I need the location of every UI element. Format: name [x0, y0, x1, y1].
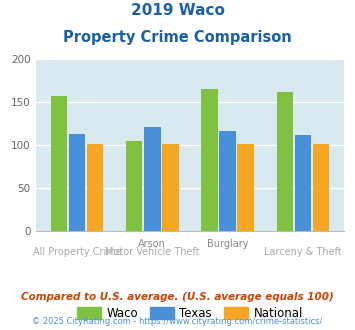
Bar: [69, 134, 85, 231]
Bar: [87, 144, 103, 231]
Text: Arson: Arson: [138, 239, 166, 249]
Bar: [162, 144, 179, 231]
Bar: [201, 89, 218, 231]
Bar: [295, 135, 311, 231]
Bar: [219, 131, 236, 231]
Bar: [50, 96, 67, 231]
Text: All Property Crime: All Property Crime: [33, 247, 121, 257]
Bar: [277, 92, 293, 231]
Bar: [313, 144, 329, 231]
Text: Motor Vehicle Theft: Motor Vehicle Theft: [105, 247, 200, 257]
Text: Larceny & Theft: Larceny & Theft: [264, 247, 342, 257]
Bar: [144, 127, 160, 231]
Text: Burglary: Burglary: [207, 239, 248, 249]
Text: 2019 Waco: 2019 Waco: [131, 3, 224, 18]
Text: Compared to U.S. average. (U.S. average equals 100): Compared to U.S. average. (U.S. average …: [21, 292, 334, 302]
Text: © 2025 CityRating.com - https://www.cityrating.com/crime-statistics/: © 2025 CityRating.com - https://www.city…: [32, 317, 323, 326]
Bar: [126, 141, 142, 231]
Bar: [237, 144, 254, 231]
Legend: Waco, Texas, National: Waco, Texas, National: [72, 302, 307, 325]
Text: Property Crime Comparison: Property Crime Comparison: [63, 30, 292, 45]
